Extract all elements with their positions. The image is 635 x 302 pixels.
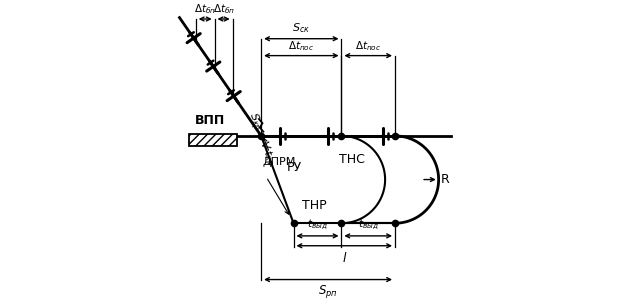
- Bar: [189, 134, 237, 146]
- Text: $\Delta t_{пос}$: $\Delta t_{пос}$: [355, 39, 382, 53]
- Text: $t_{выд}$: $t_{выд}$: [358, 217, 378, 232]
- Bar: [189, 134, 237, 146]
- Text: $S_{ск}$: $S_{ск}$: [292, 21, 311, 35]
- Text: $S_{кр}=V\,t_{кр}$: $S_{кр}=V\,t_{кр}$: [243, 110, 278, 168]
- Text: $t_{выд}$: $t_{выд}$: [307, 217, 328, 232]
- Text: ДПРМ: ДПРМ: [263, 157, 296, 167]
- Text: $\Delta t_{пос}$: $\Delta t_{пос}$: [288, 39, 314, 53]
- Text: $\Delta t_{бп}$: $\Delta t_{бп}$: [194, 2, 217, 16]
- Text: ТНР: ТНР: [302, 199, 326, 212]
- Text: ТНС: ТНС: [338, 153, 364, 166]
- Text: R: R: [441, 173, 450, 186]
- Text: ВПП: ВПП: [196, 114, 225, 127]
- Text: РУ: РУ: [286, 161, 302, 174]
- Text: $l$: $l$: [342, 251, 347, 265]
- Text: $\Delta t_{бп}$: $\Delta t_{бп}$: [213, 2, 235, 16]
- Text: $S_{рп}$: $S_{рп}$: [318, 283, 338, 300]
